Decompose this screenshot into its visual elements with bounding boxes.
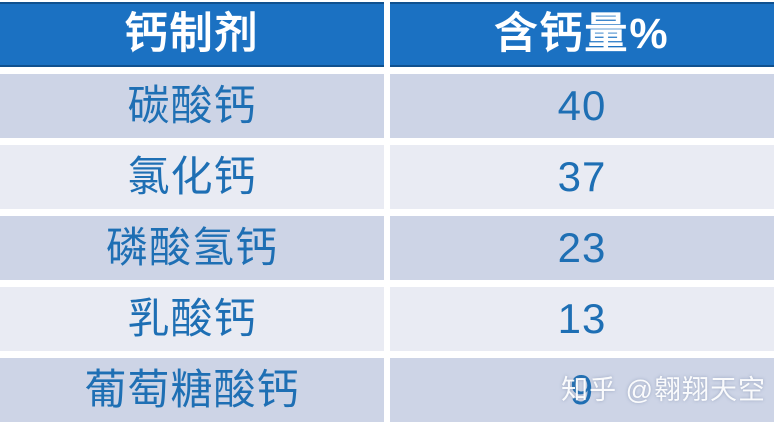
cell-calcium-value: 9 <box>390 358 774 422</box>
header-cell-preparation: 钙制剂 <box>0 2 384 67</box>
cell-preparation-name: 葡萄糖酸钙 <box>0 358 384 422</box>
header-cell-calcium-content: 含钙量% <box>390 2 774 67</box>
cell-preparation-name: 磷酸氢钙 <box>0 216 384 280</box>
cell-calcium-value: 23 <box>390 216 774 280</box>
cell-calcium-value: 13 <box>390 287 774 351</box>
cell-preparation-name: 碳酸钙 <box>0 74 384 138</box>
cell-preparation-name: 氯化钙 <box>0 145 384 209</box>
cell-calcium-value: 40 <box>390 74 774 138</box>
cell-preparation-name: 乳酸钙 <box>0 287 384 351</box>
cell-calcium-value: 37 <box>390 145 774 209</box>
